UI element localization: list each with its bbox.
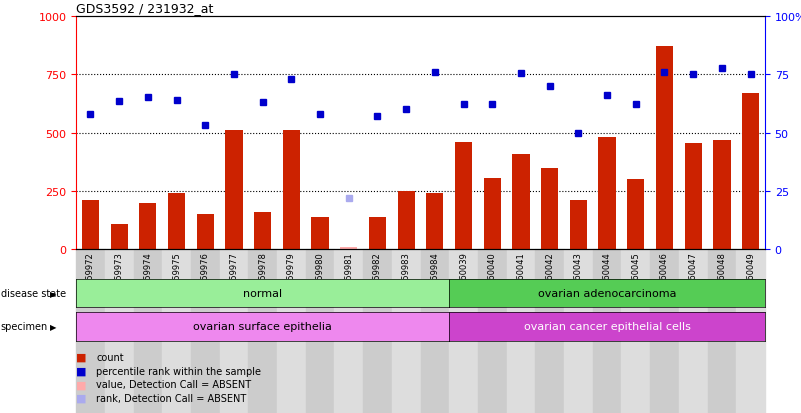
Text: ■: ■: [76, 380, 87, 389]
Text: rank, Detection Call = ABSENT: rank, Detection Call = ABSENT: [96, 393, 247, 403]
Bar: [76, 250, 105, 413]
Bar: [397, 192, 415, 250]
Bar: [455, 142, 472, 250]
Bar: [196, 215, 214, 250]
Bar: [277, 250, 306, 413]
Text: ovarian surface epithelia: ovarian surface epithelia: [193, 322, 332, 332]
Text: specimen: specimen: [1, 322, 48, 332]
Bar: [742, 93, 759, 250]
Bar: [484, 179, 501, 250]
Bar: [564, 250, 593, 413]
Text: count: count: [96, 352, 123, 362]
Text: ■: ■: [76, 366, 87, 376]
Bar: [363, 250, 392, 413]
Bar: [598, 138, 616, 250]
Text: percentile rank within the sample: percentile rank within the sample: [96, 366, 261, 376]
Bar: [736, 250, 765, 413]
Bar: [506, 250, 535, 413]
Bar: [306, 250, 334, 413]
Bar: [541, 168, 558, 250]
Bar: [650, 250, 678, 413]
Bar: [82, 201, 99, 250]
Bar: [111, 224, 127, 250]
Bar: [368, 217, 386, 250]
Bar: [340, 247, 357, 250]
Bar: [449, 250, 478, 413]
Bar: [593, 250, 622, 413]
Bar: [254, 213, 272, 250]
Bar: [678, 250, 707, 413]
Bar: [656, 47, 673, 250]
Text: ▶: ▶: [50, 289, 56, 298]
Text: ▶: ▶: [50, 322, 56, 331]
Text: value, Detection Call = ABSENT: value, Detection Call = ABSENT: [96, 380, 252, 389]
Bar: [713, 140, 731, 250]
Bar: [283, 131, 300, 250]
Bar: [622, 250, 650, 413]
Text: disease state: disease state: [1, 289, 66, 299]
Bar: [219, 250, 248, 413]
Text: normal: normal: [243, 289, 282, 299]
Bar: [139, 203, 156, 250]
Text: GDS3592 / 231932_at: GDS3592 / 231932_at: [76, 2, 214, 15]
Bar: [162, 250, 191, 413]
Bar: [513, 154, 529, 250]
Text: ovarian cancer epithelial cells: ovarian cancer epithelial cells: [524, 322, 690, 332]
Bar: [225, 131, 243, 250]
Bar: [334, 250, 363, 413]
Bar: [168, 194, 185, 250]
Bar: [707, 250, 736, 413]
Bar: [478, 250, 506, 413]
Bar: [535, 250, 564, 413]
Bar: [248, 250, 277, 413]
Bar: [570, 201, 587, 250]
Text: ovarian adenocarcinoma: ovarian adenocarcinoma: [537, 289, 676, 299]
Text: ■: ■: [76, 393, 87, 403]
Bar: [426, 194, 444, 250]
Bar: [134, 250, 162, 413]
Text: ■: ■: [76, 352, 87, 362]
Bar: [191, 250, 219, 413]
Bar: [627, 180, 644, 250]
Bar: [105, 250, 134, 413]
Bar: [685, 144, 702, 250]
Bar: [312, 217, 328, 250]
Bar: [421, 250, 449, 413]
Bar: [392, 250, 421, 413]
